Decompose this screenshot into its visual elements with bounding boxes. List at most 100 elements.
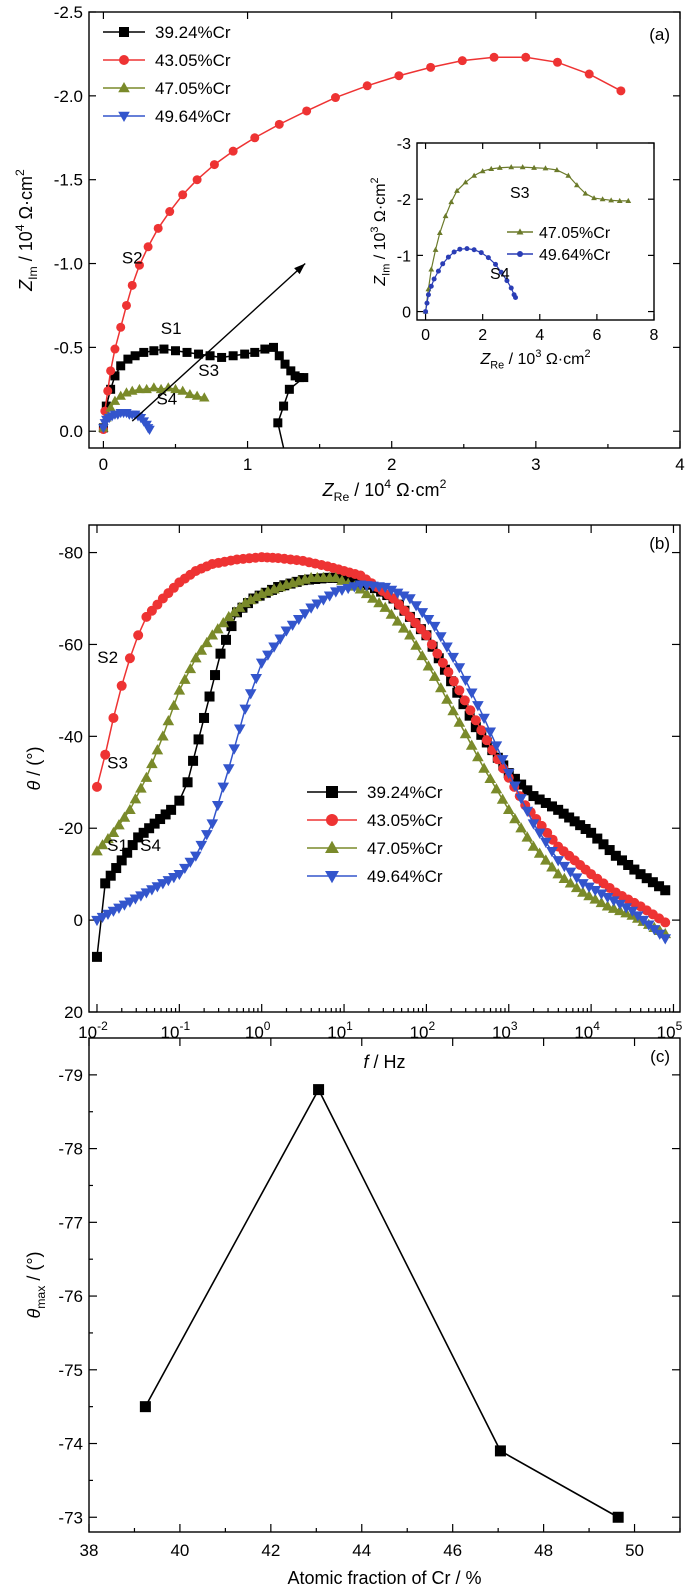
data-point (457, 56, 467, 66)
data-point (659, 934, 672, 945)
inset-data-point (504, 278, 510, 284)
annotation-label: S2 (97, 648, 118, 667)
data-point (494, 1445, 506, 1457)
inset-frame (416, 142, 655, 321)
inset-x-axis-label-part: 3 (535, 348, 541, 360)
data-point (274, 351, 284, 361)
data-point (465, 705, 476, 716)
data-point (228, 744, 241, 755)
data-point (299, 373, 309, 383)
x-axis-label-part: Ω·cm (391, 480, 439, 500)
inset-data-point (554, 166, 560, 173)
inset-x-tick-label: 2 (478, 327, 487, 344)
data-point (151, 744, 164, 755)
data-point (121, 300, 131, 310)
data-point (113, 819, 125, 830)
data-point (280, 359, 290, 369)
data-point (160, 809, 171, 820)
data-point (139, 347, 149, 357)
data-point (211, 623, 224, 634)
data-point (540, 837, 552, 849)
x-axis-label-part: 2 (440, 477, 447, 491)
inset-data-point (608, 197, 615, 203)
inset-data-point (625, 197, 632, 203)
data-point (192, 175, 202, 185)
legend-marker (118, 111, 130, 122)
series-line (96, 577, 666, 957)
inset-x-axis-label-part: Ω·cm (541, 351, 584, 368)
x-tick-exp: 3 (511, 1019, 518, 1033)
panel-label: (b) (649, 534, 670, 553)
data-point (454, 685, 465, 696)
inset-x-axis-label-part: / 10 (504, 351, 535, 368)
y-axis-label-part: 4 (13, 224, 27, 231)
x-tick-label: 38 (80, 1541, 99, 1560)
y-tick-label: -79 (58, 1066, 83, 1085)
x-tick-exp: 1 (346, 1019, 353, 1033)
x-axis-label: Atomic fraction of Cr / % (287, 1568, 481, 1588)
data-point (168, 699, 180, 710)
y-tick-label: -80 (58, 544, 83, 563)
x-tick-base: 10 (327, 1023, 346, 1042)
legend-label: 43.05%Cr (155, 51, 231, 70)
legend-label: 39.24%Cr (367, 783, 443, 802)
x-axis-label-part: / 10 (349, 480, 384, 500)
data-point (533, 828, 546, 839)
data-point (215, 648, 226, 659)
inset-data-point (435, 268, 441, 274)
data-point (584, 69, 594, 79)
data-point (521, 831, 534, 842)
data-point (528, 791, 539, 802)
inset-data-point (432, 246, 439, 252)
data-point (607, 902, 620, 913)
x-axis-label-part: Z (322, 480, 335, 500)
data-point (250, 590, 263, 602)
data-point (200, 636, 213, 648)
data-point (130, 351, 140, 361)
data-point (580, 823, 591, 834)
inset-data-point (431, 276, 437, 282)
inset-data-point (445, 254, 451, 260)
data-point (481, 735, 492, 746)
x-tick-label: 44 (352, 1541, 371, 1560)
data-point (447, 652, 459, 664)
data-point (577, 879, 589, 890)
data-point (521, 52, 531, 62)
data-point (118, 811, 131, 822)
data-point (166, 804, 177, 815)
arrow-head (294, 263, 306, 275)
inset-data-point (591, 195, 597, 201)
inset-x-axis-label-part: Z (479, 351, 491, 368)
data-point (179, 673, 191, 684)
data-point (509, 773, 520, 784)
x-tick-base: 10 (492, 1023, 511, 1042)
legend-label: 43.05%Cr (367, 811, 443, 830)
data-point (448, 676, 459, 687)
data-point (108, 712, 119, 723)
data-point (153, 223, 163, 233)
legend-marker (119, 27, 129, 37)
data-point (165, 207, 175, 217)
x-tick-label: 103 (492, 1019, 518, 1042)
x-tick-label: 100 (245, 1019, 271, 1042)
x-axis-label: f / Hz (363, 1052, 405, 1072)
x-tick-exp: -1 (179, 1019, 190, 1033)
arrow-line (131, 263, 306, 422)
data-point (157, 730, 169, 741)
data-point (269, 342, 279, 352)
data-point (284, 384, 294, 394)
inset-y-axis-label-part: / 10 (372, 232, 389, 263)
data-point (149, 346, 159, 356)
legend-marker (326, 814, 338, 826)
inset-annotation-label: S4 (490, 266, 510, 283)
data-point (129, 793, 142, 804)
data-point (617, 855, 628, 866)
data-point (96, 839, 109, 850)
inset-annotation-label: S3 (510, 185, 530, 202)
data-point (489, 52, 499, 62)
data-point (228, 351, 238, 361)
inset-data-point (519, 164, 526, 170)
data-point (607, 896, 620, 907)
data-point (360, 587, 373, 599)
inset-data-point (574, 182, 580, 188)
